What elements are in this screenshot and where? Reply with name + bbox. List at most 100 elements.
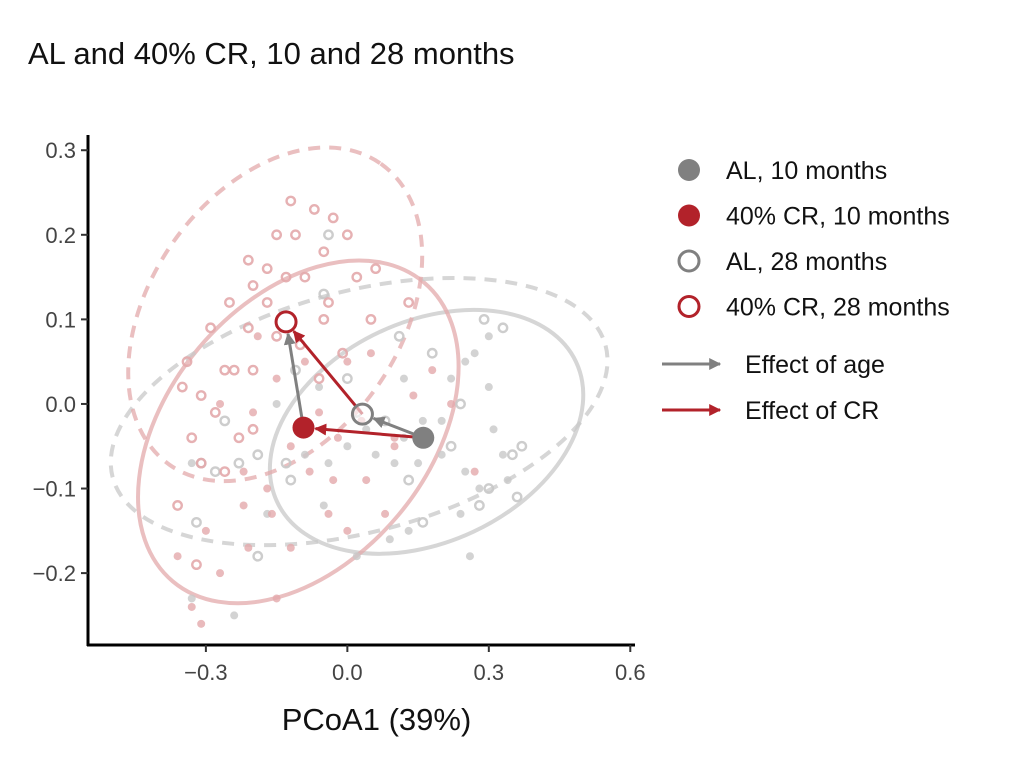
- data-point: [280, 457, 292, 469]
- data-point: [437, 416, 446, 425]
- data-point: [329, 476, 338, 485]
- data-point: [285, 474, 297, 486]
- data-point: [216, 399, 225, 408]
- data-point: [390, 442, 399, 451]
- legend-item: Effect of age: [662, 351, 885, 379]
- data-point: [205, 322, 217, 334]
- data-point: [300, 450, 309, 459]
- data-point: [252, 550, 264, 562]
- data-point: [272, 374, 281, 383]
- data-point: [483, 483, 495, 494]
- data-point: [187, 602, 196, 611]
- data-point: [475, 484, 484, 493]
- data-point: [516, 440, 528, 452]
- data-point: [511, 491, 523, 503]
- legend-label: 40% CR, 10 months: [726, 203, 950, 231]
- data-point: [285, 195, 297, 207]
- data-point: [390, 459, 399, 468]
- legend-label: Effect of age: [745, 351, 885, 379]
- data-point: [498, 450, 507, 459]
- data-point: [247, 364, 259, 376]
- data-point: [271, 330, 283, 342]
- data-point: [216, 569, 225, 578]
- data-point: [385, 535, 394, 544]
- data-point: [252, 449, 264, 461]
- data-point: [315, 408, 324, 417]
- y-tick-label: 0.2: [45, 223, 76, 248]
- data-point: [242, 254, 254, 266]
- data-point: [186, 432, 198, 444]
- data-point: [362, 476, 371, 485]
- data-point: [272, 399, 281, 408]
- data-point: [447, 399, 456, 408]
- data-point: [366, 349, 375, 358]
- data-point: [209, 466, 221, 478]
- data-point: [473, 500, 485, 511]
- data-point: [414, 459, 423, 468]
- y-tick-label: 0.0: [45, 392, 76, 417]
- legend-marker: [678, 159, 700, 181]
- data-point: [230, 611, 239, 620]
- data-point: [456, 509, 465, 518]
- y-tick-label: 0.3: [45, 138, 76, 163]
- data-point: [286, 442, 295, 451]
- data-point: [308, 204, 320, 215]
- data-point: [351, 271, 363, 283]
- data-point: [393, 330, 405, 342]
- data-point: [286, 543, 295, 552]
- legend-item: AL, 10 months: [678, 157, 887, 185]
- legend-label: AL, 10 months: [726, 157, 887, 185]
- data-point: [409, 391, 418, 400]
- data-point: [219, 466, 231, 478]
- data-point: [272, 594, 281, 603]
- y-tick-label: −0.1: [33, 477, 76, 502]
- data-point: [261, 297, 273, 308]
- data-point: [197, 619, 206, 628]
- x-tick-label: 0.0: [332, 660, 363, 685]
- x-tick-label: 0.3: [474, 660, 505, 685]
- legend-label: AL, 28 months: [726, 248, 887, 276]
- data-point: [239, 467, 248, 476]
- data-point: [280, 271, 292, 283]
- data-point: [313, 373, 325, 384]
- data-point: [247, 423, 259, 435]
- data-point: [341, 229, 353, 241]
- data-point: [195, 457, 207, 469]
- data-point: [318, 313, 330, 325]
- data-point: [239, 501, 248, 510]
- data-point: [176, 381, 188, 393]
- data-point: [403, 297, 415, 308]
- data-point: [209, 407, 221, 418]
- confidence-ellipse: [267, 307, 586, 556]
- data-point: [315, 383, 324, 392]
- centroid-marker: [412, 426, 435, 449]
- data-point: [503, 476, 512, 485]
- data-point: [399, 374, 408, 383]
- chart-title: AL and 40% CR, 10 and 28 months: [28, 36, 515, 71]
- data-point: [365, 313, 377, 325]
- data-point: [187, 459, 196, 468]
- x-tick-label: −0.3: [184, 660, 227, 685]
- data-point: [191, 559, 202, 571]
- data-point: [341, 373, 353, 384]
- data-point: [465, 552, 474, 561]
- data-point: [201, 526, 210, 535]
- data-point: [323, 229, 334, 241]
- data-point: [300, 357, 309, 366]
- data-point: [445, 440, 457, 452]
- data-point: [461, 357, 470, 366]
- centroid-marker: [292, 416, 315, 439]
- data-point: [333, 433, 342, 442]
- data-point: [267, 509, 276, 518]
- data-point: [319, 501, 328, 510]
- data-point: [461, 467, 470, 476]
- y-tick-label: −0.2: [33, 561, 76, 586]
- data-point: [261, 263, 273, 275]
- legend-item: Effect of CR: [662, 397, 879, 425]
- x-tick-label: 0.6: [615, 660, 646, 685]
- data-point: [244, 543, 253, 552]
- confidence-ellipse: [136, 258, 461, 606]
- data-point: [426, 347, 438, 359]
- legend-marker: [678, 204, 700, 227]
